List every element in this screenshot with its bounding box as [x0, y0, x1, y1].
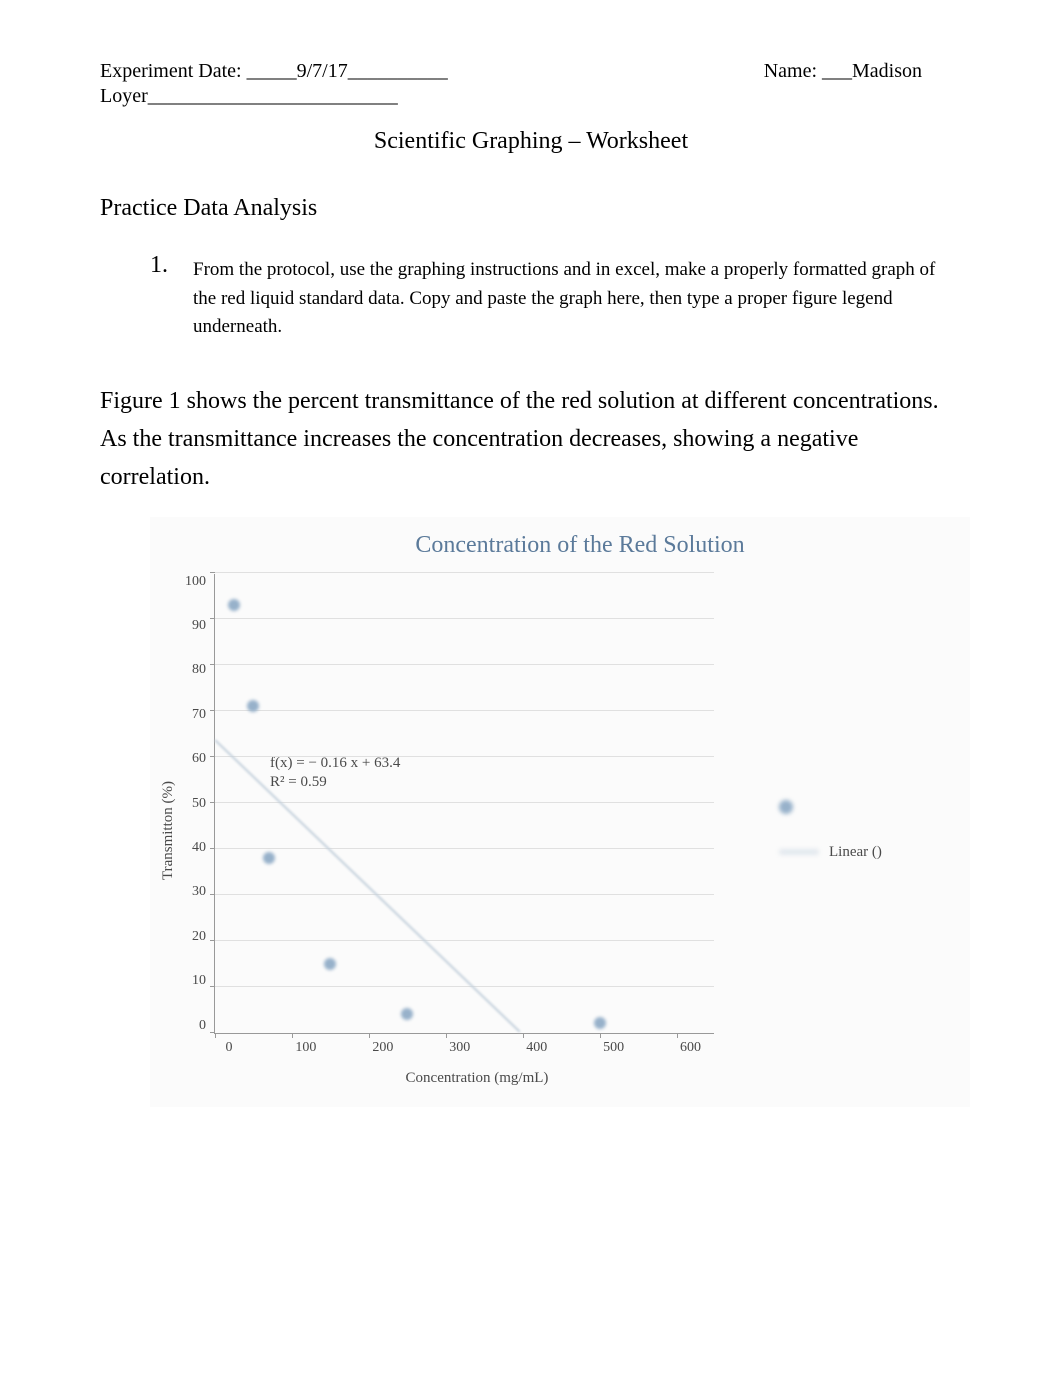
plot-column: 1009080706050403020100 f(x) = − 0.16 x +…	[185, 574, 729, 1087]
x-tick-label: 500	[603, 1040, 624, 1056]
name-field: Name: ___Madison	[764, 60, 962, 83]
y-tick-label: 100	[185, 574, 206, 590]
y-ticks: 1009080706050403020100	[185, 574, 214, 1034]
legend-series	[779, 800, 882, 814]
section-heading: Practice Data Analysis	[100, 195, 962, 222]
figure-caption: Figure 1 shows the percent transmittance…	[100, 382, 962, 497]
x-tick-label: 400	[526, 1040, 547, 1056]
data-point	[594, 1017, 606, 1029]
x-axis-label: Concentration (mg/mL)	[185, 1070, 729, 1087]
y-axis-label: Transmitton (%)	[160, 781, 177, 880]
equation-line-2: R² = 0.59	[270, 773, 400, 793]
exp-date-value: 9/7/17	[297, 60, 348, 82]
legend-marker-icon	[779, 800, 793, 814]
header-second-line: Loyer_________________________	[100, 85, 962, 108]
worksheet-title: Scientific Graphing – Worksheet	[100, 128, 962, 155]
chart-body: Transmitton (%) 1009080706050403020100 f…	[160, 574, 960, 1087]
x-tick-label: 300	[449, 1040, 470, 1056]
y-tick-label: 20	[192, 929, 206, 945]
y-tick-label: 40	[192, 840, 206, 856]
legend-trend-label: Linear ()	[829, 844, 882, 861]
y-tick-label: 60	[192, 751, 206, 767]
legend-line-icon	[779, 849, 819, 855]
data-point	[247, 700, 259, 712]
legend-trend: Linear ()	[779, 844, 882, 861]
y-tick-label: 80	[192, 662, 206, 678]
chart-title: Concentration of the Red Solution	[160, 532, 960, 559]
data-point	[401, 1008, 413, 1020]
x-tick-label: 200	[372, 1040, 393, 1056]
exp-date-label: Experiment Date: _____	[100, 60, 297, 82]
x-tick-label: 0	[226, 1040, 233, 1056]
plot-row: 1009080706050403020100 f(x) = − 0.16 x +…	[185, 574, 729, 1034]
data-point	[263, 852, 275, 864]
x-ticks: 0 100 200 300 400 500 600	[229, 1040, 729, 1058]
y-tick-label: 30	[192, 884, 206, 900]
y-tick-label: 0	[199, 1018, 206, 1034]
x-tick-label: 100	[295, 1040, 316, 1056]
name-value: Madison	[852, 60, 922, 82]
list-number: 1.	[150, 252, 178, 342]
y-tick-label: 50	[192, 796, 206, 812]
legend: Linear ()	[749, 800, 882, 861]
list-text: From the protocol, use the graphing inst…	[193, 252, 942, 342]
x-tick-label: 600	[680, 1040, 701, 1056]
list-item-1: 1. From the protocol, use the graphing i…	[150, 252, 942, 342]
y-tick-label: 90	[192, 618, 206, 634]
exp-date-trail: __________	[348, 60, 448, 82]
plot-area: f(x) = − 0.16 x + 63.4 R² = 0.59	[214, 574, 714, 1034]
experiment-date: Experiment Date: _____9/7/17__________	[100, 60, 448, 83]
chart-container: Concentration of the Red Solution Transm…	[150, 517, 970, 1107]
header-row: Experiment Date: _____9/7/17__________ N…	[100, 60, 962, 83]
y-tick-label: 10	[192, 973, 206, 989]
y-tick-label: 70	[192, 707, 206, 723]
data-point	[228, 599, 240, 611]
data-point	[324, 958, 336, 970]
name-label: Name: ___	[764, 60, 852, 82]
equation-text: f(x) = − 0.16 x + 63.4 R² = 0.59	[270, 754, 400, 793]
